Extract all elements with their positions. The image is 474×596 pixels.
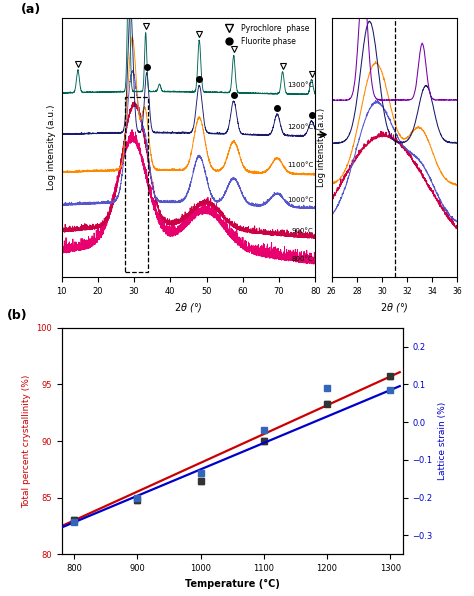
Y-axis label: Log intensity (a.u.): Log intensity (a.u.)	[47, 105, 56, 190]
Y-axis label: Log intensity (a.u.): Log intensity (a.u.)	[317, 108, 326, 187]
X-axis label: Temperature (°C): Temperature (°C)	[185, 579, 280, 589]
Legend: Pyrochlore  phase, Fluorite phase: Pyrochlore phase, Fluorite phase	[219, 21, 311, 48]
Text: (a): (a)	[21, 3, 41, 15]
Text: 1300°C: 1300°C	[287, 82, 313, 88]
Text: 800°C: 800°C	[292, 256, 313, 262]
Text: 1000°C: 1000°C	[287, 197, 313, 203]
Text: (b): (b)	[7, 309, 27, 322]
Text: 1200°C: 1200°C	[287, 123, 313, 130]
Y-axis label: Lattice strain (%): Lattice strain (%)	[438, 402, 447, 480]
X-axis label: $2\theta$ (°): $2\theta$ (°)	[174, 302, 203, 315]
Text: 1100°C: 1100°C	[287, 163, 313, 169]
Text: 900°C: 900°C	[292, 228, 313, 234]
X-axis label: $2\theta$ (°): $2\theta$ (°)	[380, 302, 409, 315]
Y-axis label: Total percent crystallinity (%): Total percent crystallinity (%)	[22, 374, 31, 508]
